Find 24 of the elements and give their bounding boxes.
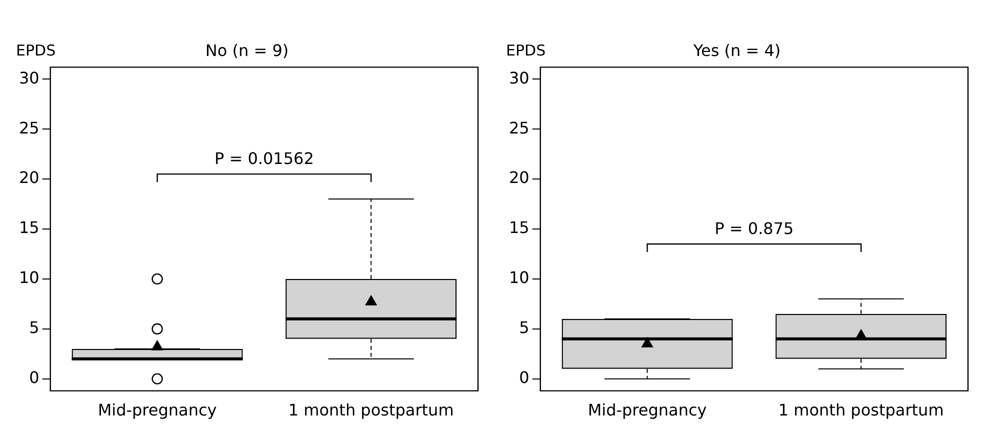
annotation: P = 0.01562 xyxy=(214,149,314,168)
y-tick-label: 15 xyxy=(19,218,40,238)
y-tick-label: 15 xyxy=(509,218,530,238)
y-tick-label: 0 xyxy=(519,368,530,387)
x-tick-label: 1 month postpartum xyxy=(778,400,944,420)
chart-title: No (n = 9) xyxy=(205,40,289,60)
y-tick-label: 30 xyxy=(509,68,530,88)
x-tick-label: 1 month postpartum xyxy=(288,400,454,420)
y-tick-label: 5 xyxy=(519,318,530,338)
y-tick-label: 20 xyxy=(509,168,530,188)
y-tick-label: 5 xyxy=(29,318,40,338)
chart-title: Yes (n = 4) xyxy=(692,40,781,60)
y-tick-label: 10 xyxy=(509,268,530,288)
y-tick-label: 0 xyxy=(29,368,40,387)
annotation: P = 0.875 xyxy=(714,219,794,238)
x-tick-label: Mid-pregnancy xyxy=(98,400,217,420)
y-axis-title: EPDS xyxy=(506,42,546,60)
y-tick-label: 20 xyxy=(19,168,40,188)
y-tick-label: 25 xyxy=(19,118,40,138)
x-tick-label: Mid-pregnancy xyxy=(588,400,707,420)
y-tick-label: 25 xyxy=(509,118,530,138)
y-tick-label: 30 xyxy=(19,68,40,88)
y-axis-title: EPDS xyxy=(16,42,56,60)
y-tick-label: 10 xyxy=(19,268,40,288)
